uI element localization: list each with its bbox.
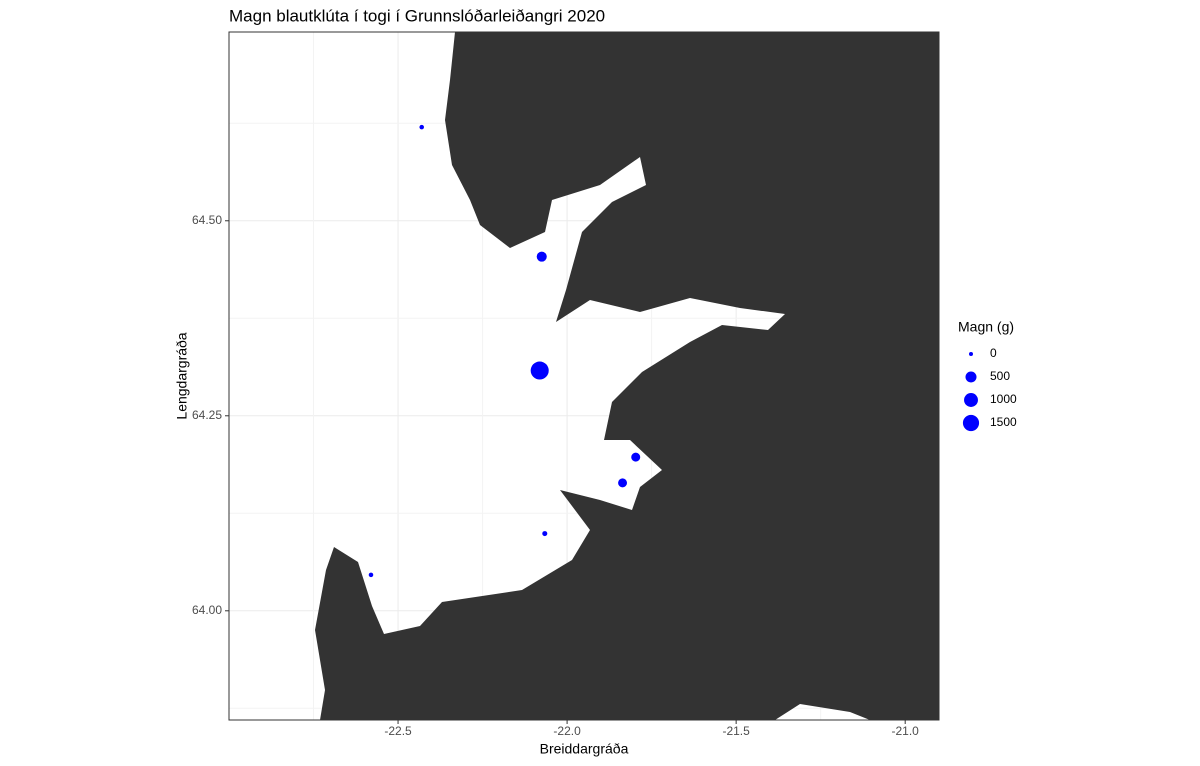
legend-key <box>965 371 977 383</box>
y-tick-label: 64.25 <box>192 408 222 422</box>
panel-border <box>228 31 940 721</box>
point <box>419 124 424 130</box>
x-tick-label: -21.0 <box>892 724 920 738</box>
point <box>368 572 374 578</box>
y-tick-label: 64.00 <box>192 603 222 617</box>
y-tick-label: 64.50 <box>192 213 222 227</box>
marks <box>368 124 641 578</box>
x-axis-label: Breiddargráða <box>540 741 629 757</box>
legend-label: 1500 <box>990 415 1017 429</box>
point <box>536 251 547 262</box>
point <box>530 361 549 380</box>
point <box>618 478 628 488</box>
x-tick-label: -22.5 <box>384 724 412 738</box>
legend-label: 1000 <box>990 392 1017 406</box>
legend-label: 500 <box>990 369 1010 383</box>
x-tick-label: -22.0 <box>553 724 581 738</box>
legend-title: Magn (g) <box>958 319 1014 335</box>
legend-key <box>962 414 980 432</box>
land <box>315 32 939 720</box>
point <box>631 452 641 462</box>
legend-key <box>969 352 973 356</box>
chart-title: Magn blautklúta í togi í Grunnslóðarleið… <box>229 6 605 25</box>
point <box>542 531 548 537</box>
x-tick-label: -21.5 <box>722 724 750 738</box>
y-axis-label: Lengdargráða <box>174 332 190 419</box>
legend-key <box>964 393 978 407</box>
legend-label: 0 <box>990 346 997 360</box>
